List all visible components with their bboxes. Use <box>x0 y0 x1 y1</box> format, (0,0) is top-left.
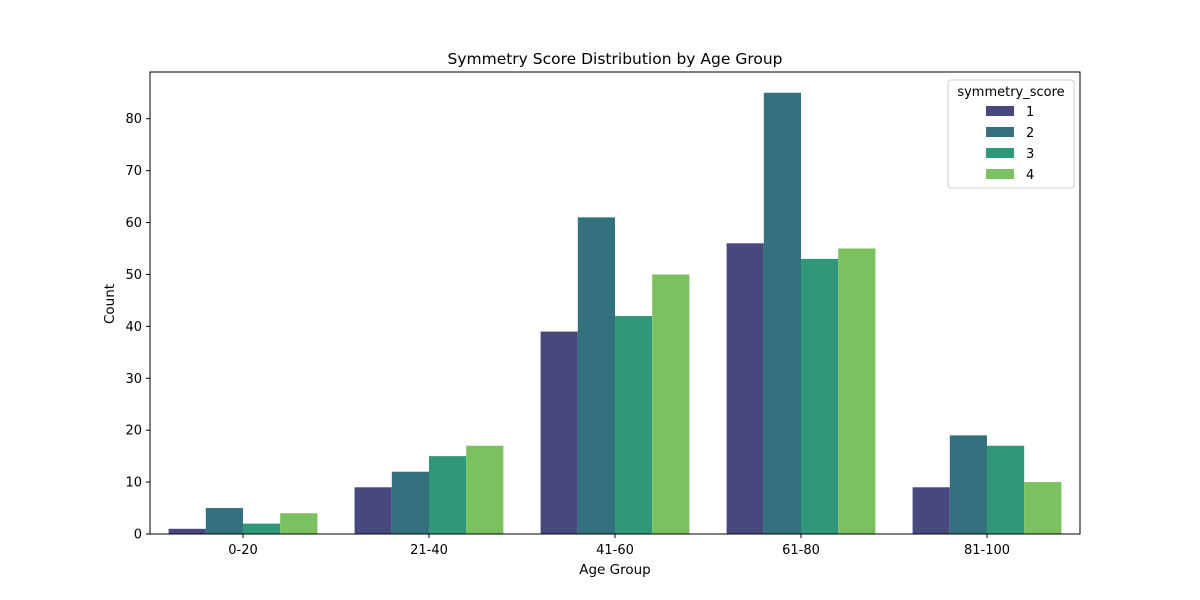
x-axis-label: Age Group <box>579 562 651 578</box>
y-tick-label: 10 <box>125 476 142 491</box>
y-tick-label: 40 <box>125 320 142 335</box>
bar-41-60-score-3 <box>615 315 653 534</box>
legend-swatch-4 <box>986 169 1014 179</box>
legend-swatch-2 <box>986 127 1014 137</box>
legend-label-1: 1 <box>1026 105 1034 120</box>
bar-61-80-score-1 <box>726 243 764 535</box>
legend-swatch-1 <box>986 106 1014 116</box>
y-tick-label: 80 <box>125 112 142 127</box>
bar-21-40-score-3 <box>429 456 467 534</box>
axes-layer: 0 10 20 30 40 50 60 70 80 0-20 21-40 41-60 61-80 81-1… <box>125 71 1081 558</box>
bars-layer <box>168 92 1062 535</box>
x-tick-label-41-60: 41-60 <box>596 543 634 558</box>
bar-81-100-score-3 <box>987 445 1025 534</box>
bar-21-40-score-2 <box>391 471 429 534</box>
bar-0-20-score-4 <box>280 513 318 534</box>
y-tick-label: 70 <box>125 164 142 179</box>
bar-0-20-score-1 <box>168 528 206 534</box>
legend-label-4: 4 <box>1026 168 1034 183</box>
legend-title: symmetry_score <box>957 85 1064 100</box>
bar-41-60-score-4 <box>652 274 690 534</box>
bar-81-100-score-4 <box>1024 482 1062 534</box>
y-axis-label: Count <box>102 284 118 324</box>
bar-21-40-score-1 <box>354 487 392 534</box>
bar-61-80-score-3 <box>801 258 839 534</box>
bar-21-40-score-4 <box>466 445 504 534</box>
y-tick-label: 0 <box>134 528 142 543</box>
y-tick-label: 30 <box>125 372 142 387</box>
legend-swatch-3 <box>986 148 1014 158</box>
bar-0-20-score-3 <box>243 523 281 534</box>
x-tick-label-81-100: 81-100 <box>964 543 1010 558</box>
y-tick-label: 60 <box>125 216 142 231</box>
bar-61-80-score-4 <box>838 248 876 535</box>
bar-61-80-score-2 <box>763 92 801 534</box>
legend-label-3: 3 <box>1026 147 1034 162</box>
bar-81-100-score-1 <box>912 487 950 534</box>
bar-41-60-score-1 <box>540 331 578 534</box>
x-tick-label-61-80: 61-80 <box>782 543 820 558</box>
x-tick-label-0-20: 0-20 <box>228 543 258 558</box>
plot-frame <box>149 71 1081 535</box>
legend-label-2: 2 <box>1026 126 1034 141</box>
y-tick-label: 20 <box>125 424 142 439</box>
y-tick-label: 50 <box>125 268 142 283</box>
chart-title: Symmetry Score Distribution by Age Group <box>447 50 782 68</box>
legend: symmetry_score 1 2 3 4 <box>947 79 1075 189</box>
bar-41-60-score-2 <box>577 217 615 534</box>
bar-81-100-score-2 <box>949 435 987 534</box>
bar-0-20-score-2 <box>205 508 243 534</box>
x-tick-label-21-40: 21-40 <box>410 543 448 558</box>
